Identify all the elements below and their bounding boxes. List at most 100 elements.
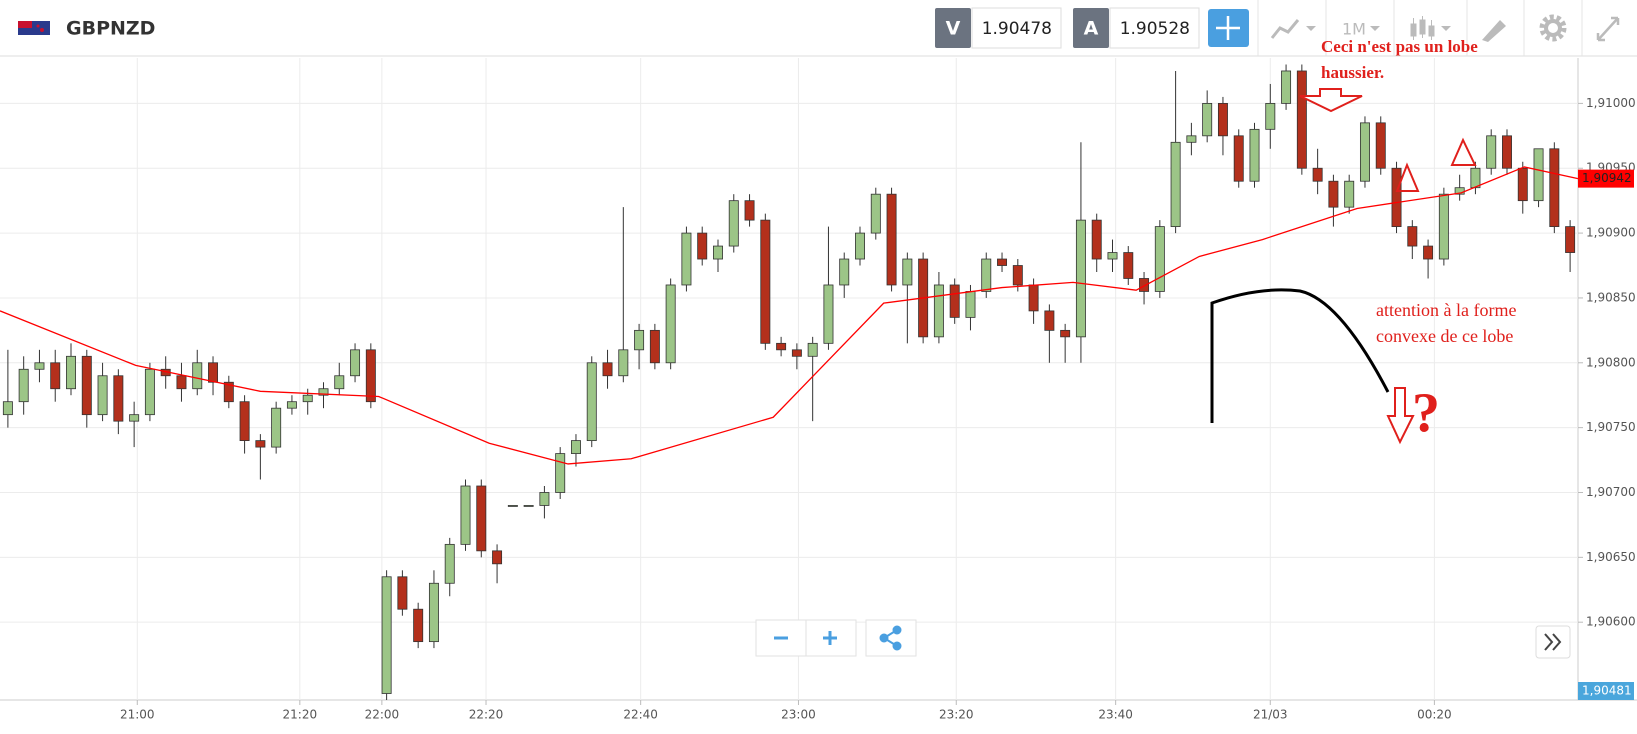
- y-tick-label: 1,91000: [1586, 96, 1636, 110]
- candle-body: [981, 258, 992, 292]
- settings-icon[interactable]: [1539, 14, 1567, 42]
- sell-price: 1.90478: [982, 19, 1052, 39]
- candle-body: [1091, 219, 1102, 260]
- candle-body: [97, 375, 108, 416]
- candle-body: [886, 193, 897, 286]
- candle-body: [1407, 226, 1418, 247]
- candle-body: [855, 232, 865, 260]
- candle-body: [381, 576, 392, 694]
- x-tick-label: 22:40: [623, 708, 658, 722]
- x-tick-label: 23:00: [781, 708, 816, 722]
- candle-body: [713, 245, 723, 260]
- candle-body: [570, 440, 581, 454]
- candle-body: [302, 394, 313, 403]
- candle-body: [350, 349, 361, 377]
- candle-body: [444, 543, 455, 584]
- candle-body: [1170, 141, 1181, 228]
- sell-price-box[interactable]: [971, 7, 1062, 49]
- candle-body: [1154, 226, 1165, 292]
- annotation: ?: [1412, 382, 1440, 444]
- candle-body: [949, 284, 960, 318]
- candle-body: [1391, 167, 1402, 228]
- x-tick-label: 00:20: [1417, 708, 1452, 722]
- annotation: convexe de ce lobe: [1376, 326, 1513, 346]
- candle-body: [965, 291, 976, 318]
- candle-body: [1249, 128, 1260, 182]
- candle-body: [697, 232, 708, 260]
- candle-body: [997, 258, 1008, 266]
- buy-price: 1.90528: [1120, 19, 1190, 39]
- candle-body: [50, 362, 61, 390]
- candle-body: [523, 505, 534, 507]
- chart-type-icon[interactable]: [1270, 19, 1300, 39]
- symbol: GBPNZD: [66, 18, 155, 40]
- candle-body: [1438, 193, 1449, 260]
- candle-body: [1533, 148, 1544, 202]
- crosshair-icon: [1216, 16, 1240, 40]
- draw-icon[interactable]: [1482, 20, 1506, 42]
- candle-body: [823, 284, 834, 344]
- candle-body: [1344, 180, 1355, 208]
- candle-body: [1281, 70, 1292, 104]
- buy-price-box[interactable]: [1109, 7, 1200, 49]
- candle-body: [492, 550, 503, 565]
- candle-body: [1517, 167, 1528, 202]
- header-bar: [0, 0, 1637, 56]
- candle-body: [902, 258, 913, 286]
- candle-body: [1075, 219, 1086, 338]
- candle-body: [1502, 135, 1512, 169]
- candle-body: [1296, 70, 1307, 169]
- candle-icon[interactable]: [1410, 16, 1435, 40]
- x-tick-label: 21/03: [1253, 708, 1288, 722]
- candle-body: [1470, 167, 1481, 189]
- annotation: haussier.: [1321, 63, 1384, 82]
- moving-average: [0, 166, 1579, 465]
- candle-body: [113, 375, 124, 422]
- candle-body: [744, 200, 755, 221]
- candle-body: [2, 401, 13, 416]
- candle-body: [1486, 135, 1497, 169]
- candle-body: [1565, 226, 1576, 253]
- candle-body: [18, 368, 29, 403]
- sell-button[interactable]: [935, 8, 971, 48]
- candle-body: [1549, 148, 1560, 228]
- y-tick-label: 1,90700: [1586, 485, 1636, 499]
- fullscreen-icon[interactable]: [1596, 16, 1620, 42]
- y-tick-label: 1,90600: [1586, 615, 1636, 629]
- candle-body: [602, 362, 613, 377]
- share[interactable]: [865, 619, 917, 657]
- candle-body: [1217, 102, 1228, 137]
- price-tag: [1578, 169, 1634, 188]
- dropdown-caret: [1306, 26, 1316, 31]
- candle-body: [728, 200, 739, 247]
- timeframe[interactable]: 1M: [1342, 20, 1366, 39]
- candle-body: [1328, 180, 1339, 208]
- buy-button[interactable]: [1073, 8, 1109, 48]
- candle-body: [839, 258, 850, 286]
- candle-body: [760, 219, 771, 344]
- candle-body: [1123, 252, 1134, 279]
- candle-body: [223, 381, 234, 403]
- x-tick-label: 22:00: [365, 708, 400, 722]
- price-tag-label: 1,90942: [1582, 171, 1632, 185]
- candle-body: [1233, 135, 1244, 182]
- candle-body: [1423, 245, 1434, 260]
- candle-body: [1107, 252, 1118, 260]
- dropdown-caret: [1441, 26, 1451, 31]
- zoom-controls: [755, 619, 1571, 659]
- candle-body: [144, 368, 155, 416]
- candle-body: [271, 407, 282, 448]
- dropdown-caret: [1370, 26, 1380, 31]
- candle-body: [286, 401, 297, 409]
- candle-body: [665, 284, 676, 364]
- candle-body: [176, 375, 187, 390]
- candle-body: [334, 375, 345, 390]
- flag: [18, 21, 50, 35]
- y-tick-label: 1,90750: [1586, 420, 1636, 434]
- candle-body: [34, 362, 45, 370]
- x-tick-label: 21:20: [283, 708, 318, 722]
- x-tick-label: 23:20: [939, 708, 974, 722]
- y-tick-label: 1,90900: [1586, 226, 1636, 240]
- candle-body: [1375, 122, 1386, 169]
